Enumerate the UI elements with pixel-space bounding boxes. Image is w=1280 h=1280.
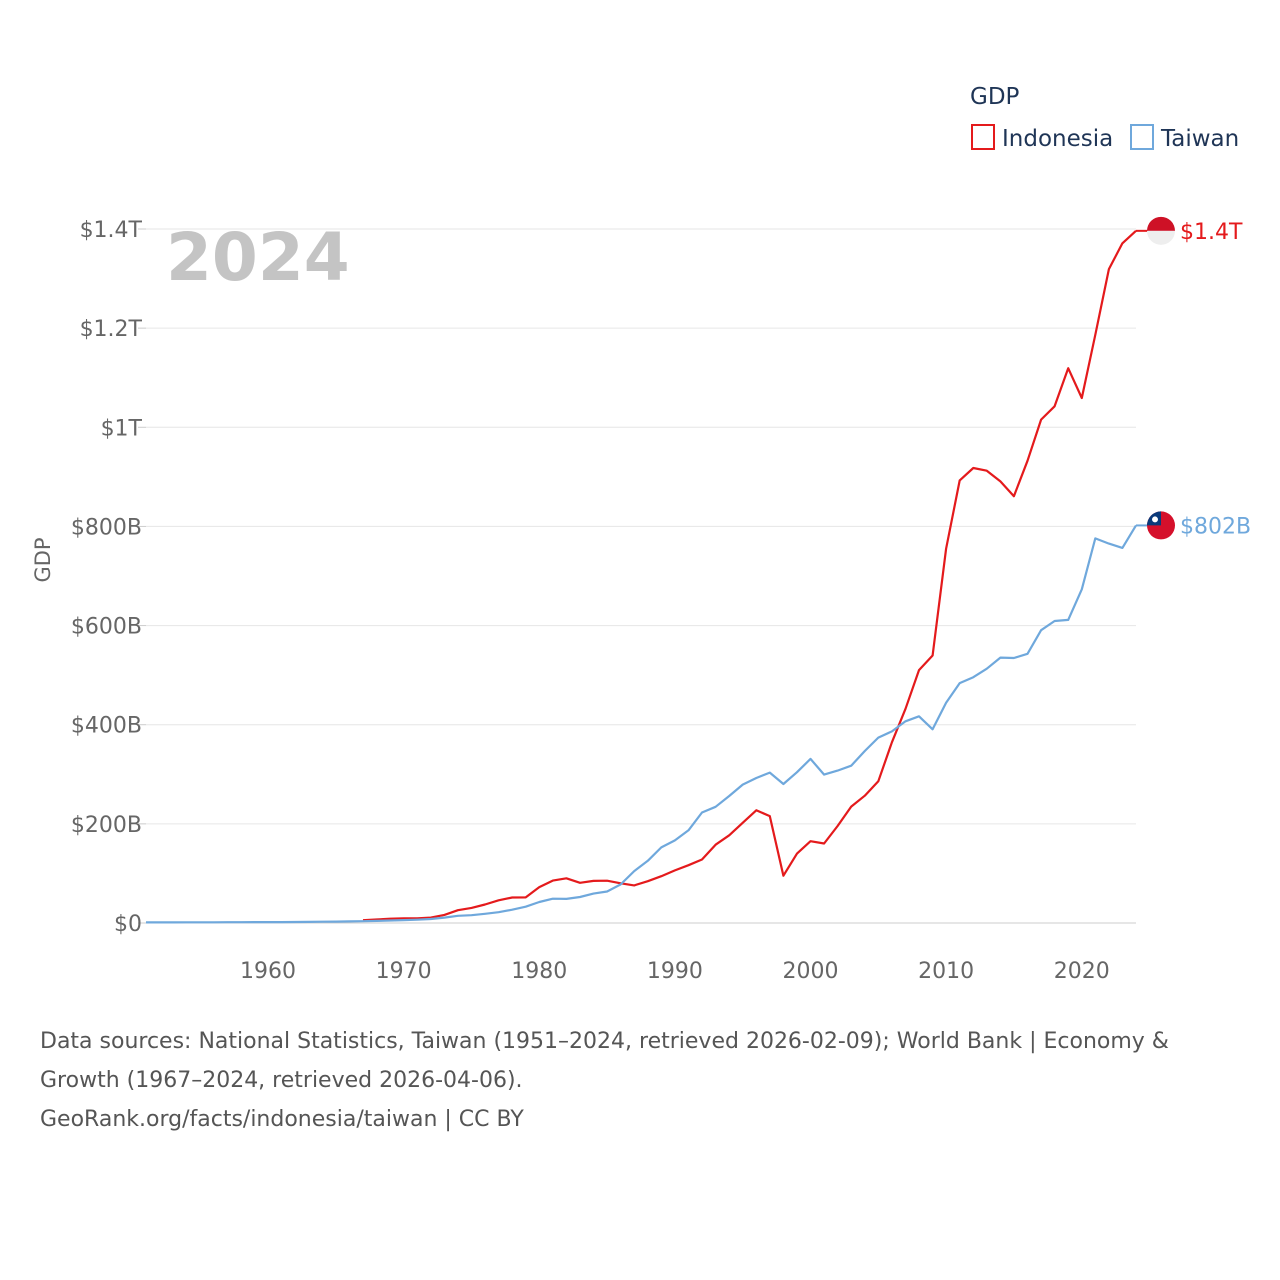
series-line-taiwan xyxy=(146,524,1137,924)
year-label: 2024 xyxy=(166,219,350,296)
legend-item-indonesia[interactable]: Indonesia xyxy=(971,124,1113,152)
y-tick-label: $1T xyxy=(101,416,143,441)
sources-line-2: Growth (1967–2024, retrieved 2026-04-06)… xyxy=(40,1068,523,1093)
end-label-taiwan: $802B xyxy=(1180,514,1251,539)
y-tick-label: $1.4T xyxy=(80,218,143,243)
end-label-indonesia: $1.4T xyxy=(1180,220,1243,245)
y-tick-label: $0 xyxy=(114,912,142,937)
series-lines xyxy=(146,229,1137,924)
sources-line-1: Data sources: National Statistics, Taiwa… xyxy=(40,1029,1169,1054)
legend-item-taiwan[interactable]: Taiwan xyxy=(1130,124,1239,152)
x-tick-label: 1990 xyxy=(647,959,703,984)
x-tick-label: 1960 xyxy=(240,959,296,984)
x-tick-label: 2020 xyxy=(1054,959,1110,984)
y-tick-label: $1.2T xyxy=(80,317,143,342)
y-axis-title: GDP xyxy=(31,537,55,582)
x-axis: 1960 1970 1980 1990 2000 2010 2020 xyxy=(240,959,1110,984)
legend-title: GDP xyxy=(970,84,1020,110)
gdp-line-chart: $0 $200B $400B $600B $800B $1T $1.2T $1.4T 1960… xyxy=(31,84,1251,984)
legend-swatch-taiwan xyxy=(1130,124,1154,150)
taiwan-flag-sun xyxy=(1152,516,1158,523)
indonesia-flag-icon xyxy=(1147,216,1175,231)
y-tick-label: $800B xyxy=(71,515,142,540)
data-sources-footer: Data sources: National Statistics, Taiwa… xyxy=(40,1022,1240,1139)
x-tick-label: 1970 xyxy=(376,959,432,984)
legend-label-taiwan: Taiwan xyxy=(1160,126,1239,152)
y-tick-label: $200B xyxy=(71,813,142,838)
x-tick-label: 2000 xyxy=(783,959,839,984)
legend-label-indonesia: Indonesia xyxy=(1002,126,1113,152)
y-tick-label: $600B xyxy=(71,615,142,640)
gridlines xyxy=(146,228,1136,924)
y-tick-label: $400B xyxy=(71,714,142,739)
legend-swatch-indonesia xyxy=(971,124,995,150)
series-line-indonesia xyxy=(362,229,1137,922)
y-axis: $0 $200B $400B $600B $800B $1T $1.2T $1.4T xyxy=(71,218,146,937)
x-tick-label: 1980 xyxy=(511,959,567,984)
legend: GDP Indonesia Taiwan xyxy=(970,84,1239,152)
sources-attribution: GeoRank.org/facts/indonesia/taiwan | CC … xyxy=(40,1107,524,1132)
x-tick-label: 2010 xyxy=(918,959,974,984)
series-end-markers: $1.4T $802B xyxy=(1136,216,1251,540)
indonesia-flag-icon-lower xyxy=(1147,230,1175,245)
